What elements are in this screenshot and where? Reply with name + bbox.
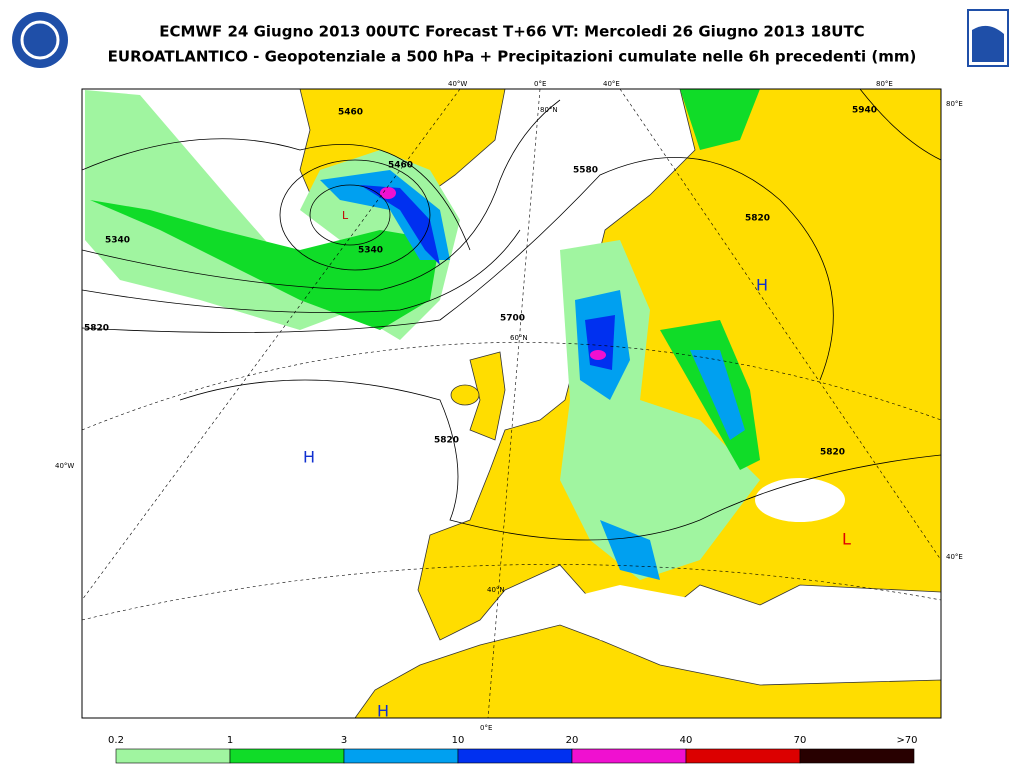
grid-label: 0°E — [534, 80, 546, 88]
contour-label: 5820 — [84, 324, 109, 334]
legend-swatch — [115, 748, 231, 764]
legend-swatch — [229, 748, 345, 764]
contour-label: 5580 — [573, 166, 598, 176]
legend-label: 3 — [341, 735, 347, 746]
contour-label: 5820 — [434, 436, 459, 446]
legend-label: >70 — [896, 735, 917, 746]
map-frame — [81, 88, 942, 719]
map: 80°N 60°N 40°N 5460 5460 5340 5340 5580 … — [82, 89, 941, 721]
legend-label: 1 — [227, 735, 233, 746]
contour-label: 5340 — [105, 236, 130, 246]
logo-left — [12, 12, 68, 68]
legend-label: 40 — [680, 735, 693, 746]
subtitle: EUROATLANTICO - Geopotenziale a 500 hPa … — [108, 48, 917, 66]
precipitation — [85, 89, 760, 580]
contour-label: 5460 — [388, 161, 413, 171]
legend-label: 20 — [566, 735, 579, 746]
legend-swatch — [571, 748, 687, 764]
contour-label: 5820 — [745, 214, 770, 224]
legend-swatch — [343, 748, 459, 764]
grid-label: 40°E — [603, 80, 620, 88]
grid-label: 40°W — [448, 80, 467, 88]
contour-label: 5940 — [852, 106, 877, 116]
grid-label: 80°E — [876, 80, 893, 88]
graticule — [82, 89, 941, 718]
contour-label: 5340 — [358, 246, 383, 256]
contour-label: 5460 — [338, 108, 363, 118]
low-center: L — [842, 530, 851, 549]
grid-label: 40°E — [946, 553, 963, 561]
grid-label: 60°N — [510, 334, 528, 342]
grid-label: 40°N — [487, 586, 505, 594]
high-center: H — [756, 276, 768, 295]
grid-label: 80°E — [946, 100, 963, 108]
grid-label: 40°W — [55, 462, 74, 470]
logo-right-art — [972, 25, 1004, 62]
grid-labels: 80°N 60°N 40°N — [487, 106, 558, 594]
contours — [82, 89, 941, 541]
contour-label: 5820 — [820, 448, 845, 458]
low-center: L — [342, 209, 349, 222]
contour-label: 5700 — [500, 314, 525, 324]
legend-label: 10 — [452, 735, 465, 746]
outer-grid-labels: 40°W 0°E 40°E 80°E 80°E 40°E 40°W 0°E — [55, 80, 963, 732]
high-center: H — [377, 702, 389, 721]
grid-label: 80°N — [540, 106, 558, 114]
legend-swatch — [457, 748, 573, 764]
legend: 0.2 1 3 10 20 40 70 >70 — [108, 735, 918, 764]
pressure-centers: H H H L L — [303, 209, 851, 721]
logo-ring — [20, 20, 60, 60]
contour-labels: 5460 5460 5340 5340 5580 5820 5820 5700 … — [84, 106, 877, 458]
grid-label: 0°E — [480, 724, 492, 732]
legend-swatch — [799, 748, 915, 764]
legend-swatch — [685, 748, 801, 764]
legend-label: 70 — [794, 735, 807, 746]
legend-label: 0.2 — [108, 735, 124, 746]
title: ECMWF 24 Giugno 2013 00UTC Forecast T+66… — [159, 23, 864, 41]
high-center: H — [303, 448, 315, 467]
